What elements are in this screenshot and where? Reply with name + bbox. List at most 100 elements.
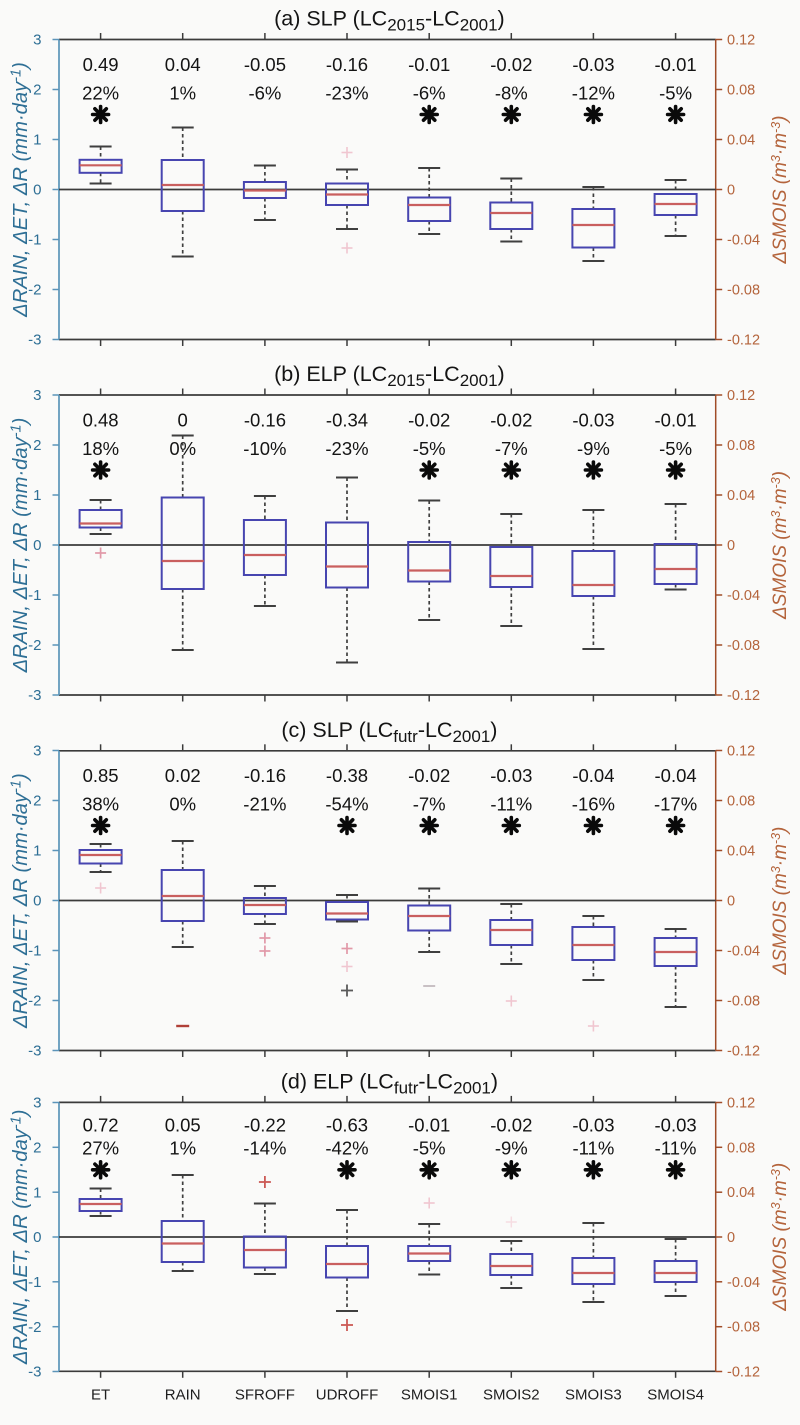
svg-text:-0.12: -0.12: [727, 333, 760, 349]
svg-text:0: 0: [727, 894, 735, 910]
svg-text:0.12: 0.12: [727, 388, 755, 404]
svg-text:-0.03: -0.03: [572, 54, 614, 75]
svg-text:0.72: 0.72: [83, 1114, 119, 1135]
svg-text:ΔRAIN, ΔET, ΔR (mm·day-1): ΔRAIN, ΔET, ΔR (mm·day-1): [9, 418, 33, 674]
svg-text:-0.03: -0.03: [490, 765, 532, 786]
svg-text:ΔSMOIS (m3·m-3): ΔSMOIS (m3·m-3): [769, 116, 791, 265]
svg-text:RAIN: RAIN: [165, 1387, 201, 1404]
svg-text:0.08: 0.08: [727, 83, 755, 99]
svg-text:ΔRAIN, ΔET, ΔR (mm·day-1): ΔRAIN, ΔET, ΔR (mm·day-1): [9, 62, 33, 318]
svg-text:-3: -3: [28, 1364, 41, 1381]
svg-text:0.04: 0.04: [727, 844, 755, 860]
svg-text:3: 3: [33, 387, 41, 404]
svg-text:-0.01: -0.01: [408, 1114, 450, 1135]
svg-text:0.02: 0.02: [165, 765, 201, 786]
svg-text:0.49: 0.49: [83, 54, 119, 75]
svg-text:0: 0: [727, 1230, 735, 1246]
svg-text:0: 0: [33, 537, 41, 554]
svg-text:-0.01: -0.01: [655, 54, 697, 75]
svg-text:-0.02: -0.02: [490, 54, 532, 75]
svg-text:SFROFF: SFROFF: [235, 1387, 295, 1404]
svg-text:-0.04: -0.04: [727, 588, 760, 604]
svg-text:0.08: 0.08: [727, 1140, 755, 1156]
svg-text:-7%: -7%: [413, 794, 446, 815]
svg-text:3: 3: [33, 32, 41, 49]
svg-text:-0.08: -0.08: [727, 1320, 760, 1336]
svg-text:2: 2: [33, 1140, 41, 1157]
svg-text:1: 1: [33, 1184, 41, 1201]
svg-text:27%: 27%: [82, 1137, 119, 1158]
svg-text:-0.04: -0.04: [655, 765, 697, 786]
svg-text:2: 2: [33, 82, 41, 99]
svg-text:-0.04: -0.04: [727, 233, 760, 249]
svg-text:0.05: 0.05: [165, 1114, 201, 1135]
svg-text:-2: -2: [28, 637, 41, 654]
svg-text:-3: -3: [28, 687, 41, 704]
svg-text:-3: -3: [28, 332, 41, 349]
svg-text:-9%: -9%: [495, 1137, 528, 1158]
svg-text:0.12: 0.12: [727, 33, 755, 49]
svg-text:-0.02: -0.02: [408, 765, 450, 786]
svg-text:-0.12: -0.12: [727, 688, 760, 704]
svg-text:ΔRAIN, ΔET, ΔR (mm·day-1): ΔRAIN, ΔET, ΔR (mm·day-1): [9, 1109, 33, 1365]
svg-text:-1: -1: [28, 1274, 41, 1291]
svg-text:0: 0: [727, 183, 735, 199]
svg-text:3: 3: [33, 743, 41, 760]
svg-text:3: 3: [33, 1095, 41, 1112]
svg-text:-0.38: -0.38: [326, 765, 368, 786]
svg-text:-11%: -11%: [655, 1137, 697, 1158]
svg-text:SMOIS4: SMOIS4: [647, 1387, 704, 1404]
svg-text:-0.02: -0.02: [490, 410, 532, 431]
svg-text:-0.12: -0.12: [727, 1044, 760, 1060]
svg-text:-2: -2: [28, 993, 41, 1010]
svg-text:SMOIS3: SMOIS3: [565, 1387, 622, 1404]
svg-text:-2: -2: [28, 282, 41, 299]
svg-text:1: 1: [33, 132, 41, 149]
svg-text:-5%: -5%: [413, 1137, 446, 1158]
svg-text:0.04: 0.04: [727, 133, 755, 149]
svg-text:-0.04: -0.04: [572, 765, 614, 786]
svg-text:-8%: -8%: [495, 83, 528, 104]
svg-text:18%: 18%: [82, 438, 119, 459]
svg-text:-0.16: -0.16: [326, 54, 368, 75]
svg-text:-0.03: -0.03: [655, 1114, 697, 1135]
svg-text:0.12: 0.12: [727, 1096, 755, 1112]
svg-text:-0.04: -0.04: [727, 1275, 760, 1291]
svg-text:-0.08: -0.08: [727, 994, 760, 1010]
svg-text:-12%: -12%: [572, 83, 615, 104]
svg-text:2: 2: [33, 437, 41, 454]
svg-text:-16%: -16%: [572, 794, 615, 815]
svg-text:-23%: -23%: [325, 83, 368, 104]
svg-text:-14%: -14%: [243, 1137, 286, 1158]
svg-text:-0.16: -0.16: [244, 410, 286, 431]
svg-text:-0.63: -0.63: [326, 1114, 368, 1135]
svg-text:-5%: -5%: [659, 83, 692, 104]
svg-text:-6%: -6%: [248, 83, 281, 104]
svg-text:1%: 1%: [169, 1137, 196, 1158]
svg-text:ΔRAIN, ΔET, ΔR (mm·day-1): ΔRAIN, ΔET, ΔR (mm·day-1): [9, 773, 33, 1029]
svg-text:-0.03: -0.03: [572, 1114, 614, 1135]
svg-text:-0.16: -0.16: [244, 765, 286, 786]
svg-text:0: 0: [33, 893, 41, 910]
svg-text:0.04: 0.04: [727, 1185, 755, 1201]
svg-text:22%: 22%: [82, 83, 119, 104]
svg-text:-21%: -21%: [243, 794, 286, 815]
svg-text:-1: -1: [28, 232, 41, 249]
svg-text:SMOIS1: SMOIS1: [401, 1387, 458, 1404]
svg-text:-23%: -23%: [325, 438, 368, 459]
svg-text:-0.08: -0.08: [727, 638, 760, 654]
svg-text:0: 0: [33, 182, 41, 199]
svg-text:-42%: -42%: [325, 1137, 368, 1158]
svg-text:0: 0: [178, 410, 188, 431]
svg-text:2: 2: [33, 793, 41, 810]
svg-text:-5%: -5%: [659, 438, 692, 459]
svg-text:ΔSMOIS (m3·m-3): ΔSMOIS (m3·m-3): [769, 1163, 791, 1312]
svg-text:-0.05: -0.05: [244, 54, 286, 75]
svg-text:-0.02: -0.02: [490, 1114, 532, 1135]
svg-text:38%: 38%: [82, 794, 119, 815]
svg-text:0.85: 0.85: [83, 765, 119, 786]
svg-text:0.04: 0.04: [165, 54, 201, 75]
svg-text:-7%: -7%: [495, 438, 528, 459]
svg-text:0: 0: [727, 538, 735, 554]
svg-text:-0.12: -0.12: [727, 1365, 760, 1381]
